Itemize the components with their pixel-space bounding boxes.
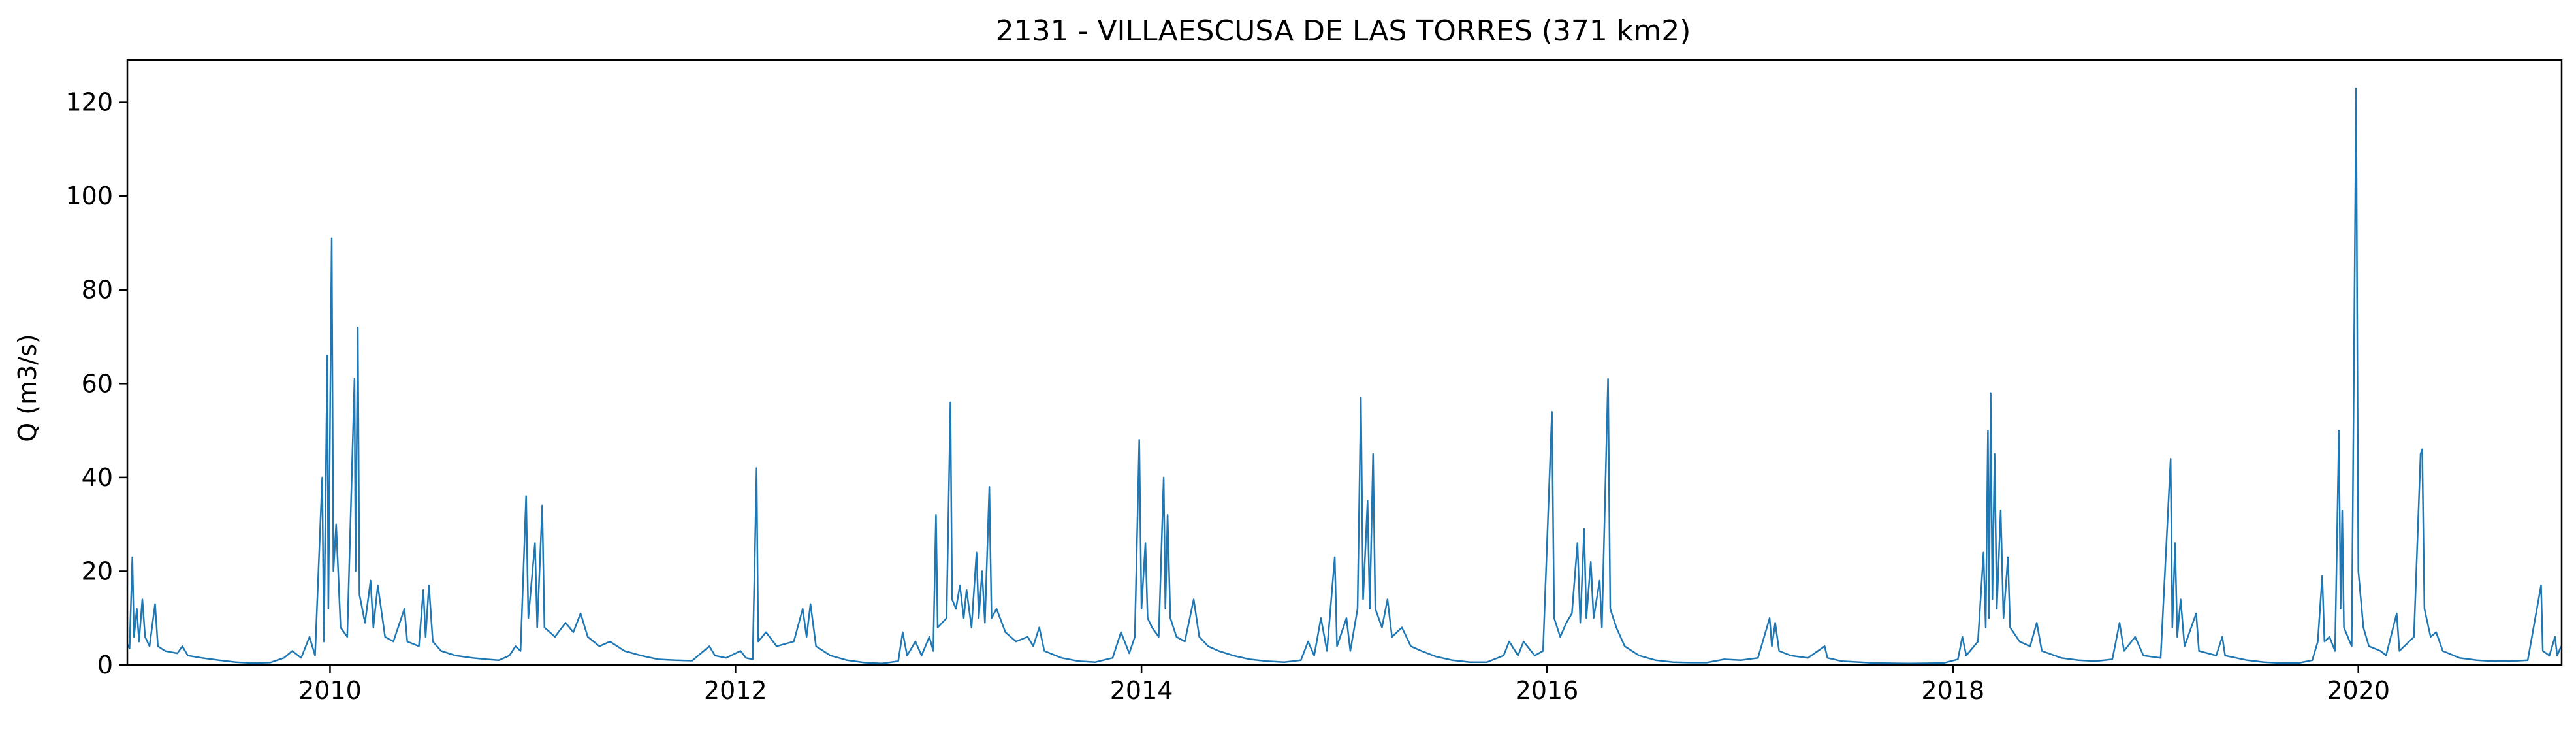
series-line [126,87,2562,665]
x-tick-label: 2014 [1110,676,1173,705]
plot-area [126,87,2562,665]
y-tick-label: 60 [82,369,113,398]
y-tick-label: 20 [82,557,113,585]
x-tick-label: 2016 [1516,676,1579,705]
y-tick-label: 80 [82,276,113,304]
axes-frame [126,59,2563,666]
y-tick-label: 100 [65,182,113,210]
y-tick-label: 0 [97,651,113,679]
x-tick-label: 2012 [704,676,767,705]
chart-title: 2131 - VILLAESCUSA DE LAS TORRES (371 km… [996,14,1691,48]
x-tick-label: 2010 [298,676,362,705]
x-tick-label: 2020 [2327,676,2390,705]
y-tick-label: 120 [65,88,113,117]
y-axis-label: Q (m3/s) [13,334,42,442]
y-axis-ticks: 0 20 40 60 80 100 120 [65,88,127,679]
x-tick-label: 2018 [1921,676,1984,705]
y-tick-label: 40 [82,463,113,492]
x-axis-ticks: 2010 2012 2014 2016 2018 2020 [298,665,2390,705]
